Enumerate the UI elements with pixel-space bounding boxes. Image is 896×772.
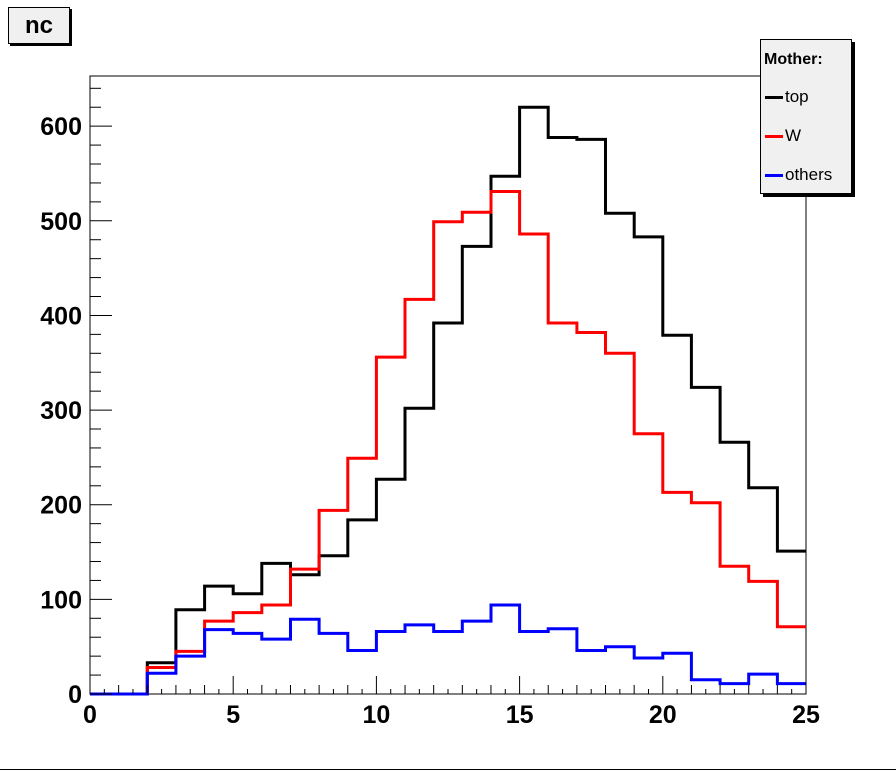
legend-label: top — [785, 87, 809, 106]
series-line-top — [90, 105, 806, 696]
legend-title: Mother: — [764, 51, 823, 68]
y-tick-label: 500 — [40, 208, 82, 236]
axes-layer — [89, 75, 807, 695]
legend-item-w: W — [765, 126, 849, 146]
x-tick-label: 20 — [649, 701, 677, 729]
y-tick-label: 400 — [40, 302, 82, 330]
series-line-others — [90, 603, 806, 696]
legend-item-top: top — [765, 87, 849, 107]
legend-item-others: others — [765, 165, 849, 185]
y-tick-label: 200 — [40, 492, 82, 520]
legend-swatch — [765, 135, 783, 138]
legend-swatch — [765, 96, 783, 99]
y-tick-label: 300 — [40, 397, 82, 425]
legend-label: others — [785, 165, 833, 184]
y-tick-label: 600 — [40, 113, 82, 141]
series-line-w — [90, 190, 806, 696]
x-tick-label: 10 — [362, 701, 390, 729]
bottom-divider — [0, 769, 896, 770]
series-layer — [90, 105, 806, 696]
x-tick-label: 15 — [506, 701, 534, 729]
x-tick-label: 25 — [792, 701, 820, 729]
y-tick-label: 0 — [68, 681, 82, 709]
plot-frame — [89, 75, 807, 695]
x-tick-label: 0 — [83, 701, 97, 729]
y-tick-label: 100 — [40, 586, 82, 614]
legend-label: W — [785, 126, 802, 145]
histogram-title: nc — [8, 7, 70, 44]
ticks-layer: 0 5 10 15 20 25 0 100 200 300 400 500 600 — [40, 87, 820, 729]
legend-swatch — [765, 174, 783, 177]
x-tick-label: 5 — [226, 701, 240, 729]
